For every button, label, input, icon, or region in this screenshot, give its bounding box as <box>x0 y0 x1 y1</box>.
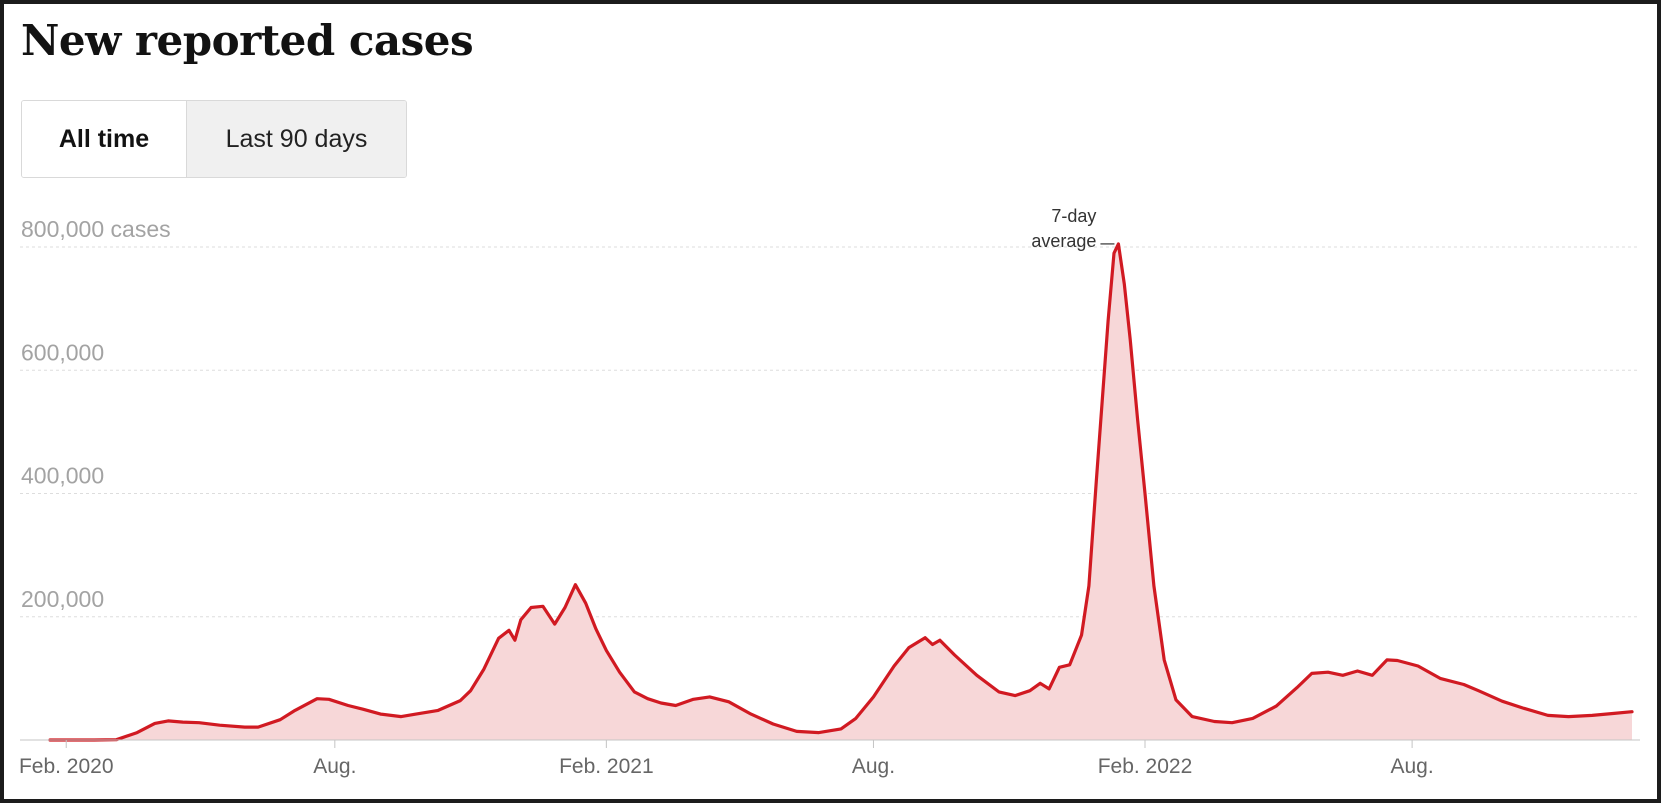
y-tick-label: 200,000 <box>21 586 104 612</box>
x-tick-label: Aug. <box>313 755 356 778</box>
annotation-label: 7-day <box>1051 206 1096 226</box>
time-range-toggle: All time Last 90 days <box>21 100 407 178</box>
annotation-label: average <box>1031 231 1096 251</box>
y-tick-label: 400,000 <box>21 463 104 489</box>
x-tick-label: Aug. <box>852 755 895 778</box>
y-tick-label: 800,000 cases <box>21 216 171 242</box>
page-title: New reported cases <box>21 16 474 65</box>
all-time-button[interactable]: All time <box>22 101 186 177</box>
last-90-days-button[interactable]: Last 90 days <box>186 101 406 177</box>
series-line <box>48 242 1634 742</box>
y-tick-label: 600,000 <box>21 339 104 365</box>
x-tick-label: Aug. <box>1391 755 1434 778</box>
series-area <box>50 243 1632 740</box>
x-tick-label: Feb. 2021 <box>559 755 654 778</box>
x-tick-label: Feb. 2022 <box>1098 755 1193 778</box>
x-tick-label: Feb. 2020 <box>19 755 114 778</box>
chart-panel: New reported cases All time Last 90 days <box>4 4 1657 799</box>
